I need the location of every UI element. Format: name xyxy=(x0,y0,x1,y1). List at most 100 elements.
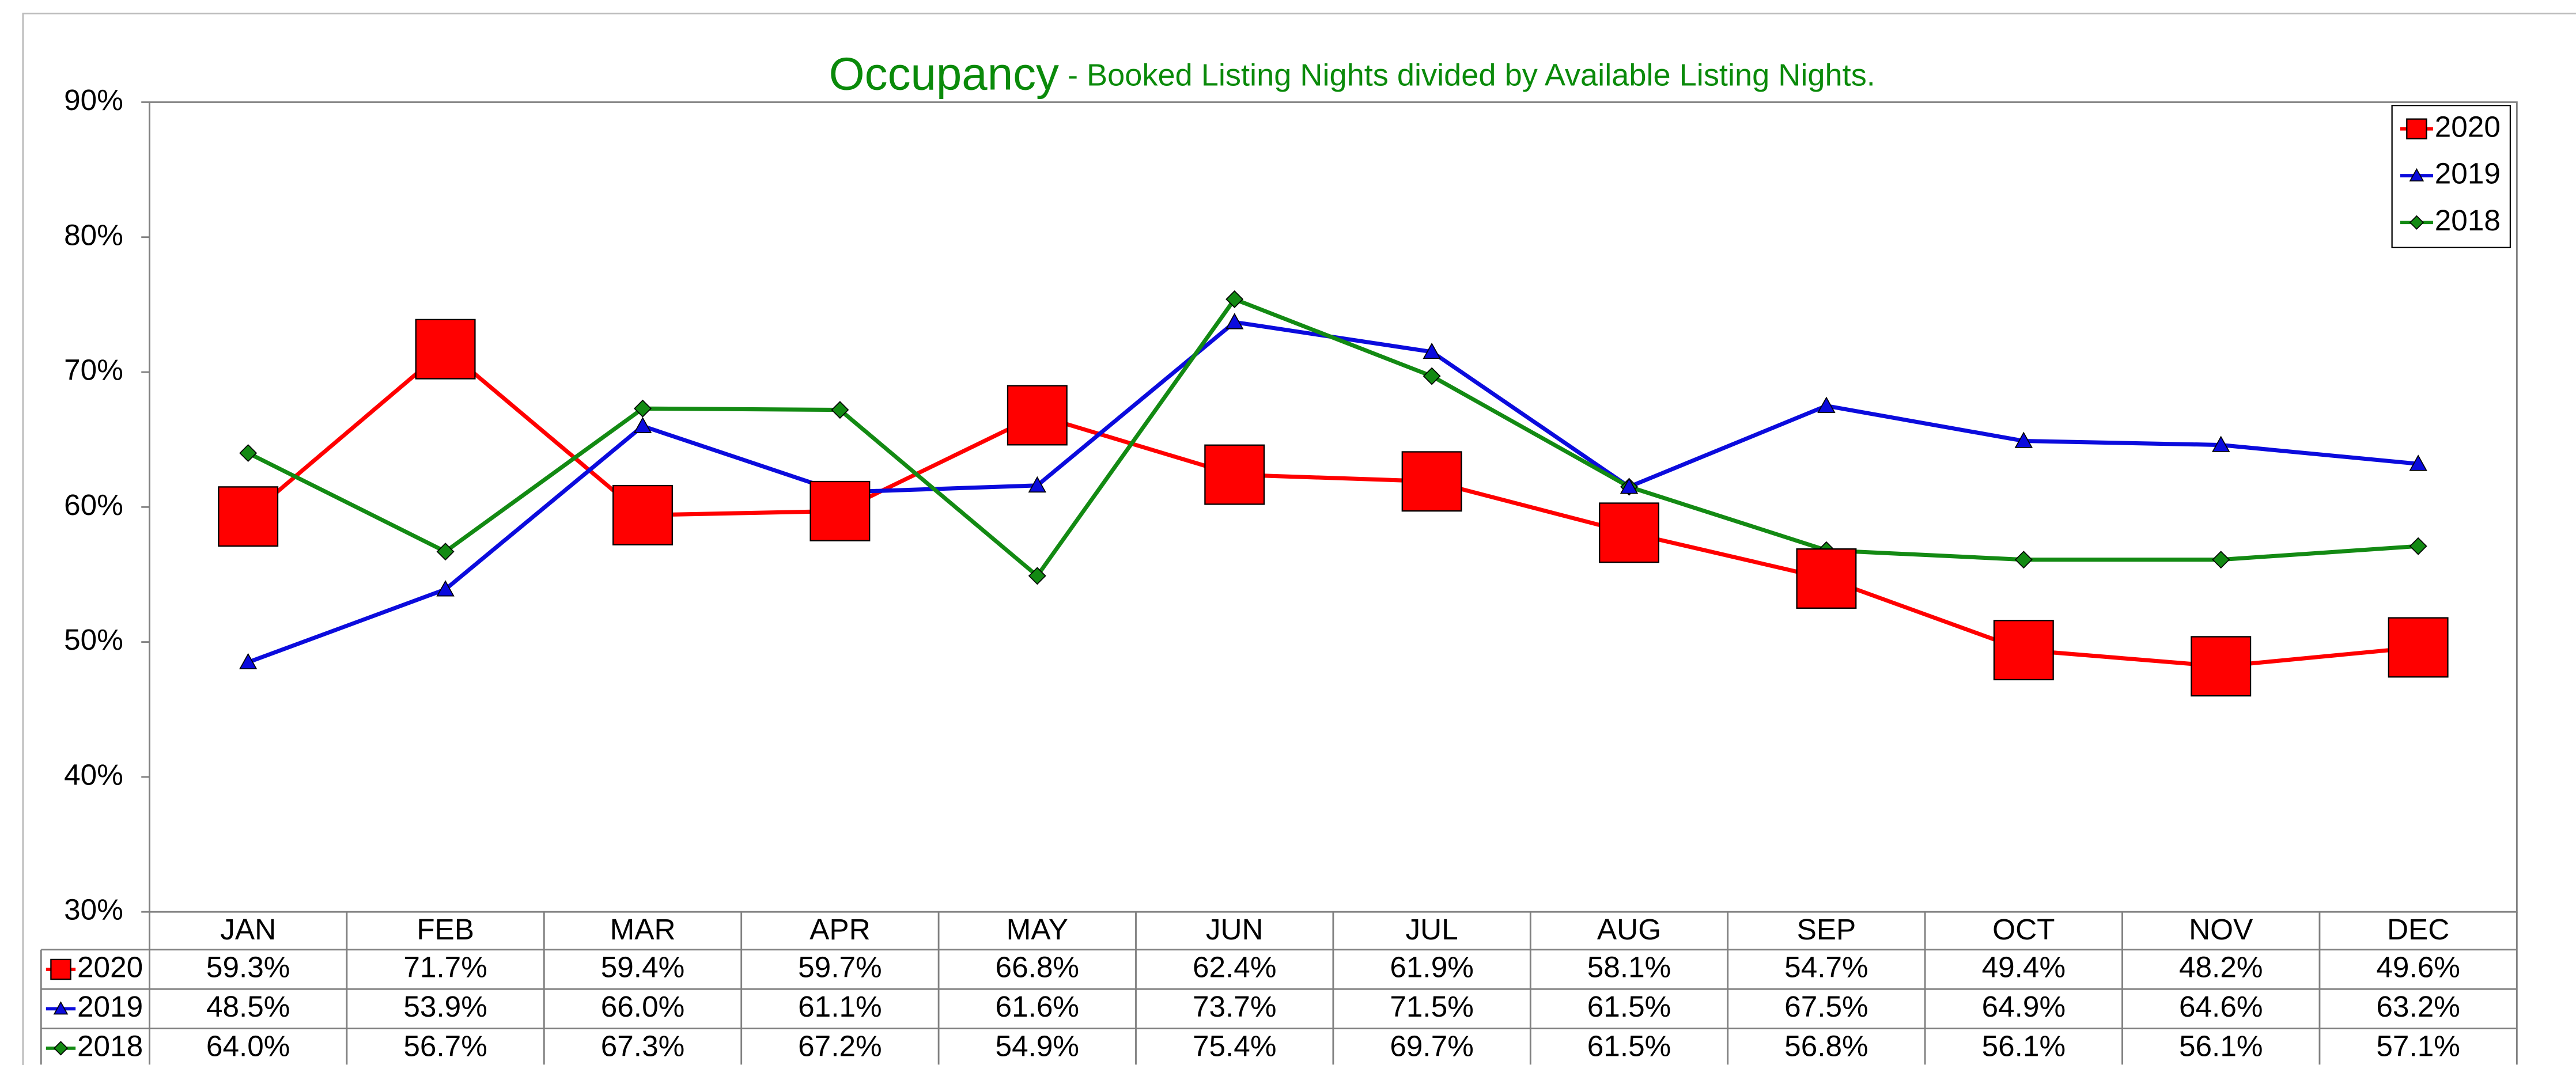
marker-diamond xyxy=(2212,551,2230,569)
marker-triangle xyxy=(2212,435,2230,452)
table-value: 75.4% xyxy=(1193,1029,1277,1062)
marker-diamond xyxy=(831,401,849,419)
table-value: 48.2% xyxy=(2179,951,2263,984)
table-value: 62.4% xyxy=(1193,951,1277,984)
marker-diamond xyxy=(2409,537,2427,555)
table-value: 49.6% xyxy=(2376,951,2460,984)
marker-triangle xyxy=(1028,476,1047,493)
legend-label: 2020 xyxy=(2435,110,2501,143)
table-row-label: 2019 xyxy=(77,990,143,1023)
marker-triangle xyxy=(1620,477,1639,494)
legend-label: 2018 xyxy=(2435,204,2501,237)
table-value: 61.5% xyxy=(1587,990,1671,1023)
marker-square xyxy=(1993,620,2054,681)
marker-diamond xyxy=(436,543,455,561)
table-value: 61.1% xyxy=(798,990,882,1023)
marker-square xyxy=(1007,385,1068,446)
table-value: 54.7% xyxy=(1784,951,1868,984)
marker-square xyxy=(1401,451,1462,512)
y-tick-label: 60% xyxy=(64,488,123,521)
table-value: 64.6% xyxy=(2179,990,2263,1023)
table-value: 63.2% xyxy=(2376,990,2460,1023)
table-row-label: 2020 xyxy=(77,951,143,984)
table-value: 73.7% xyxy=(1193,990,1277,1023)
table-value: 59.7% xyxy=(798,951,882,984)
x-tick-label: DEC xyxy=(2387,913,2449,946)
marker-square xyxy=(612,484,673,545)
marker-diamond xyxy=(1028,567,1046,585)
table-value: 67.5% xyxy=(1784,990,1868,1023)
marker-diamond xyxy=(2014,551,2033,569)
table-value: 67.3% xyxy=(601,1029,685,1062)
marker-square xyxy=(1204,444,1265,505)
table-value: 64.9% xyxy=(1982,990,2066,1023)
x-tick-label: OCT xyxy=(1992,913,2055,946)
table-value: 64.0% xyxy=(206,1029,290,1062)
marker-diamond xyxy=(53,1041,69,1056)
x-tick-label: FEB xyxy=(417,913,474,946)
subtitle: - Booked Listing Nights divided by Avail… xyxy=(1059,58,1875,93)
table-value: 49.4% xyxy=(1982,951,2066,984)
table-value: 56.1% xyxy=(1982,1029,2066,1062)
table-value: 58.1% xyxy=(1587,951,1671,984)
x-tick-label: JAN xyxy=(220,913,276,946)
x-tick-label: JUN xyxy=(1206,913,1264,946)
table-value: 56.7% xyxy=(403,1029,487,1062)
x-tick-label: AUG xyxy=(1597,913,1661,946)
marker-triangle xyxy=(1423,342,1441,359)
x-tick-label: SEP xyxy=(1797,913,1856,946)
marker-square xyxy=(2406,118,2427,140)
marker-triangle xyxy=(2409,168,2424,182)
title: Occupancy xyxy=(829,48,1059,100)
x-tick-label: APR xyxy=(810,913,871,946)
marker-square xyxy=(2191,636,2252,697)
marker-triangle xyxy=(2409,454,2427,471)
marker-diamond xyxy=(1423,367,1441,385)
table-row-label: 2018 xyxy=(77,1029,143,1062)
x-tick-label: MAR xyxy=(610,913,675,946)
table-value: 67.2% xyxy=(798,1029,882,1062)
y-tick-label: 90% xyxy=(64,84,123,116)
marker-triangle xyxy=(1817,396,1836,413)
table-value: 54.9% xyxy=(996,1029,1080,1062)
marker-triangle xyxy=(239,653,258,669)
series-line xyxy=(247,346,2419,669)
marker-diamond xyxy=(1225,290,1244,308)
chart-frame xyxy=(22,13,2576,1065)
table-value: 59.3% xyxy=(206,951,290,984)
y-tick-label: 50% xyxy=(64,623,123,656)
table-value: 61.6% xyxy=(996,990,1080,1023)
table-value: 71.5% xyxy=(1390,990,1474,1023)
marker-diamond xyxy=(634,399,652,418)
table-value: 56.1% xyxy=(2179,1029,2263,1062)
marker-square xyxy=(218,486,279,547)
table-value: 71.7% xyxy=(403,951,487,984)
table-value: 61.5% xyxy=(1587,1029,1671,1062)
marker-triangle xyxy=(1225,313,1244,329)
table-value: 53.9% xyxy=(403,990,487,1023)
table-value: 56.8% xyxy=(1784,1029,1868,1062)
table-value: 69.7% xyxy=(1390,1029,1474,1062)
marker-square xyxy=(1599,502,1659,563)
marker-triangle xyxy=(633,416,652,433)
table-value: 66.0% xyxy=(601,990,685,1023)
marker-square xyxy=(50,958,71,980)
marker-square xyxy=(415,319,476,380)
marker-square xyxy=(2388,617,2449,678)
marker-triangle xyxy=(2014,431,2033,448)
x-tick-label: JUL xyxy=(1405,913,1458,946)
marker-square xyxy=(1796,548,1857,609)
marker-diamond xyxy=(2409,215,2424,230)
series-line xyxy=(247,297,2419,579)
y-tick-label: 30% xyxy=(64,893,123,926)
table-value: 57.1% xyxy=(2376,1029,2460,1062)
table-value: 66.8% xyxy=(996,951,1080,984)
x-tick-label: MAY xyxy=(1007,913,1068,946)
y-tick-label: 80% xyxy=(64,218,123,251)
marker-diamond xyxy=(239,444,258,463)
y-tick-label: 40% xyxy=(64,758,123,791)
table-value: 59.4% xyxy=(601,951,685,984)
table-value: 61.9% xyxy=(1390,951,1474,984)
